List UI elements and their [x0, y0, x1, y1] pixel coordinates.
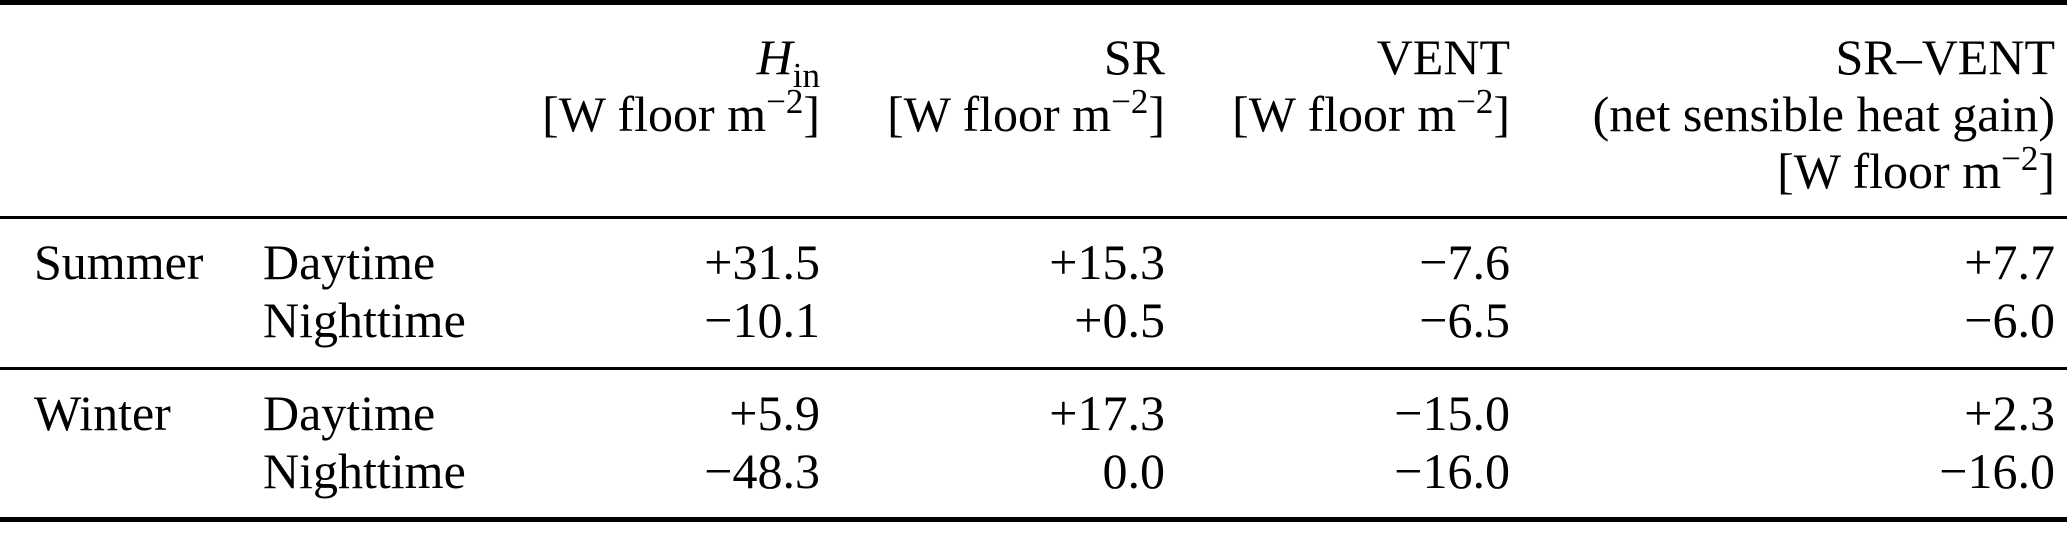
table-header: Hin [W floor m−2] SR [W floor m−2] VENT …: [0, 3, 2067, 218]
summer-section: Summer Daytime +31.5 +15.3 −7.6 +7.7 Nig…: [0, 218, 2067, 369]
table-row: Nighttime −48.3 0.0 −16.0 −16.0: [0, 442, 2067, 520]
table-row: Winter Daytime +5.9 +17.3 −15.0 +2.3: [0, 369, 2067, 444]
hin-symbol: H: [756, 29, 793, 85]
srvent-value: −16.0: [1939, 442, 2055, 499]
header-time-cell: [263, 3, 530, 218]
srvent-label: SR–VENT: [1835, 29, 2055, 85]
sr-value: +15.3: [1049, 234, 1165, 290]
header-srvent: SR–VENT (net sensible heat gain) [W floo…: [1510, 3, 2067, 218]
sr-unit: [W floor m−2]: [887, 82, 1165, 142]
hin-value: +31.5: [704, 234, 820, 290]
header-season-cell: [0, 3, 263, 218]
header-row: Hin [W floor m−2] SR [W floor m−2] VENT …: [0, 3, 2067, 218]
hin-subscript: in: [792, 56, 820, 95]
srvent-value: +2.3: [1964, 385, 2055, 441]
season-label: [0, 444, 263, 520]
time-label: Nighttime: [263, 442, 466, 499]
time-label: Nighttime: [263, 291, 466, 348]
vent-value: −16.0: [1394, 442, 1510, 499]
hin-unit: [W floor m−2]: [542, 82, 820, 142]
hin-value: +5.9: [729, 385, 820, 441]
srvent-value: +7.7: [1964, 234, 2055, 290]
season-label: Summer: [34, 234, 204, 290]
sr-value: +0.5: [1074, 291, 1165, 348]
vent-value: −6.5: [1419, 291, 1510, 348]
heat-flux-table: Hin [W floor m−2] SR [W floor m−2] VENT …: [0, 0, 2067, 522]
hin-label: Hin: [530, 29, 820, 93]
winter-section: Winter Daytime +5.9 +17.3 −15.0 +2.3 Nig…: [0, 368, 2067, 520]
sr-value: +17.3: [1049, 385, 1165, 441]
table-row: Nighttime −10.1 +0.5 −6.5 −6.0: [0, 291, 2067, 369]
vent-value: −15.0: [1394, 385, 1510, 441]
time-label: Daytime: [263, 385, 436, 441]
season-label: Winter: [34, 385, 171, 441]
header-hin: Hin [W floor m−2]: [530, 3, 820, 218]
sr-label: SR: [1103, 29, 1165, 85]
vent-value: −7.6: [1419, 234, 1510, 290]
season-label: [0, 293, 263, 369]
header-vent: VENT [W floor m−2]: [1165, 3, 1510, 218]
vent-unit: [W floor m−2]: [1232, 82, 1510, 142]
srvent-note: (net sensible heat gain): [1592, 86, 2055, 142]
hin-value: −10.1: [704, 291, 820, 348]
hin-value: −48.3: [704, 442, 820, 499]
srvent-value: −6.0: [1964, 291, 2055, 348]
srvent-unit: [W floor m−2]: [1777, 139, 2055, 199]
header-sr: SR [W floor m−2]: [820, 3, 1165, 218]
sr-value: 0.0: [1102, 442, 1166, 499]
time-label: Daytime: [263, 234, 436, 290]
vent-label: VENT: [1376, 29, 1510, 85]
table-row: Summer Daytime +31.5 +15.3 −7.6 +7.7: [0, 218, 2067, 293]
